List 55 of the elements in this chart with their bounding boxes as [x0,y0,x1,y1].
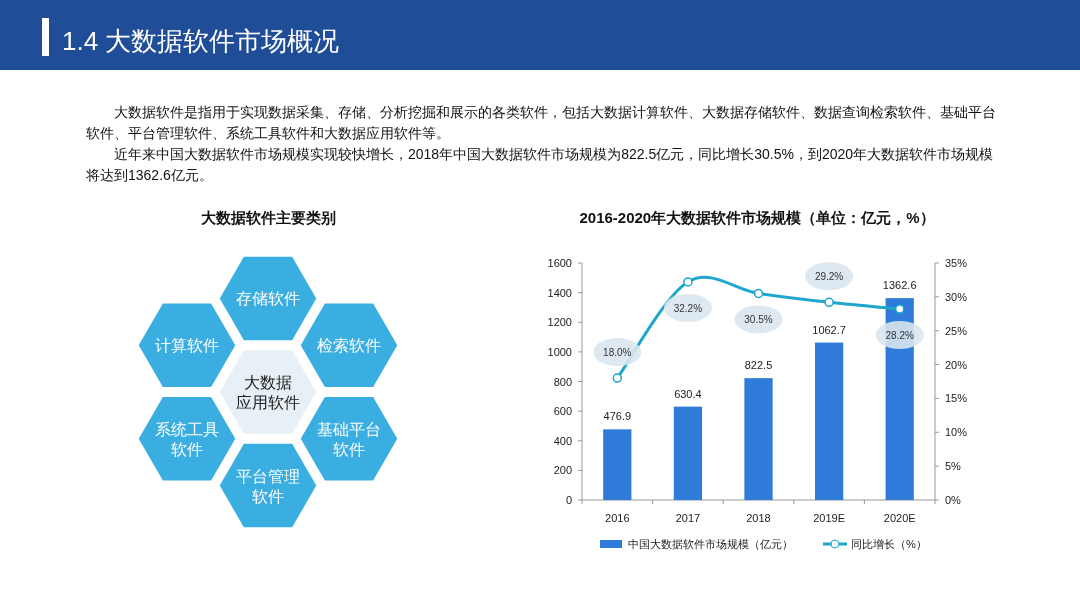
x-tick-label: 2018 [746,512,771,524]
bar [603,429,632,500]
data-label: 630.4 [674,387,702,400]
text: 1.4 大数据软件市场概况 [62,26,340,56]
text: 系统工具软件 [155,420,219,458]
y2-tick-label: 15% [945,392,968,405]
point [894,304,905,314]
bar [673,406,703,500]
text: 基础平台软件 [317,420,381,458]
data-label: 29.2% [814,271,844,283]
y-tick-label: 1000 [547,345,572,358]
y2-tick-label: 5% [945,460,962,473]
y2-tick-label: 35% [945,257,968,269]
point [824,297,834,308]
y-tick-label: 0 [565,494,572,506]
text: 大数据软件主要类别 [200,209,336,226]
y-tick-label: 1400 [547,286,572,299]
data-label: 30.5% [744,314,773,326]
y-tick-label: 1600 [547,257,572,269]
bar [744,378,773,500]
text: 计算软件 [155,337,219,355]
y2-tick-label: 20% [945,358,968,371]
text: 存储软件 [236,290,300,308]
legend-label: 中国大数据软件市场规模（亿元） [628,538,793,550]
y-tick-label: 1200 [547,316,572,329]
y-tick-label: 800 [553,375,572,388]
text: 大数据软件是指用于实现数据采集、存储、分析挖掘和展示的各类软件，包括大数据计算软件、大数据存储软件、数据查询检索软件、基础平台软件、平台管理软件、系统工具软件和大数据应用软件等。 [86,103,997,143]
y2-tick-label: 30% [945,290,968,303]
text: 平台管理软件 [236,467,300,505]
data-label: 1362.6 [882,279,917,292]
text: 大数据应用软件 [236,374,300,411]
y-tick-label: 400 [553,434,572,447]
chart-title: 2016-2020年大数据软件市场规模（单位：亿元，%） [579,209,935,226]
x-tick-label: 2020E [883,512,916,524]
x-tick-label: 2017 [675,512,701,524]
point [612,373,623,383]
x-tick-label: 2019E [813,512,846,524]
data-label: 476.9 [603,410,632,423]
data-label: 18.0% [603,347,632,359]
data-label: 1062.7 [812,323,846,336]
x-tick-label: 2016 [605,512,630,524]
bar [814,342,844,500]
legend-label: 同比增长（%） [851,538,927,550]
y-tick-label: 200 [553,464,572,477]
point [683,277,693,287]
y2-tick-label: 10% [945,426,968,439]
y-tick-label: 600 [553,405,572,418]
text: 近年来中国大数据软件市场规模实现较快增长，2018年中国大数据软件市场规模为822.5亿元，同比增长30.5%，到2020年大数据软件市场规模将达到1362.6亿元。 [86,145,995,185]
text: 检索软件 [317,337,381,355]
y2-tick-label: 0% [945,494,962,506]
point [753,288,764,299]
data-label: 32.2% [673,302,703,314]
data-label: 822.5 [744,359,773,372]
data-label: 28.2% [885,330,914,342]
y2-tick-label: 25% [945,324,968,337]
